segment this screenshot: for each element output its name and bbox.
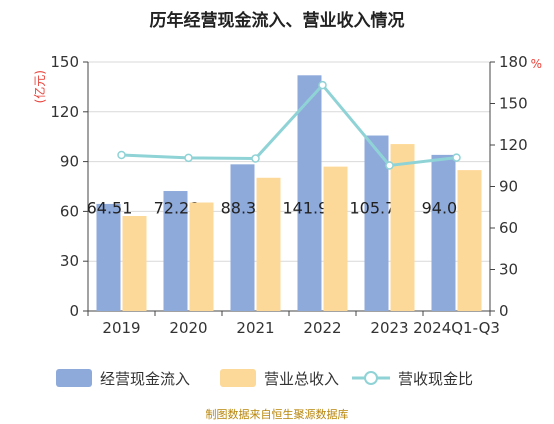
ratio-point	[117, 150, 126, 160]
bar-cash-inflow	[364, 135, 389, 311]
x-tick-label: 2023	[370, 319, 408, 337]
ratio-point	[385, 161, 394, 170]
legend-marker	[364, 371, 378, 385]
bar-cash-inflow	[163, 191, 188, 311]
bar-revenue-overlay	[189, 202, 214, 311]
legend-item: 营收现金比	[352, 370, 473, 388]
bar-cash-inflow	[96, 203, 121, 311]
legend-label: 营收现金比	[398, 370, 473, 388]
y-right-tick-label: 60	[499, 219, 518, 237]
bar-revenue-overlay	[390, 144, 415, 311]
legend-item: 经营现金流入	[56, 369, 190, 388]
bar-revenue-overlay	[256, 177, 281, 311]
y-right-tick-label: 150	[499, 95, 528, 113]
y-left-tick-label: 60	[60, 202, 79, 220]
data-label: 64.51	[87, 198, 133, 217]
source-note: 制图数据来自恒生聚源数据库	[205, 408, 349, 421]
legend-label: 营业总收入	[264, 370, 339, 388]
y-left-tick-label: 90	[60, 153, 79, 171]
legend-item: 营业总收入	[220, 369, 339, 388]
data-label: 94.05	[422, 198, 468, 217]
y-right-tick-label: 120	[499, 136, 528, 154]
y-right-tick-label: 180	[499, 53, 528, 71]
ratio-point	[452, 153, 461, 162]
chart-title: 历年经营现金流入、营业收入情况	[149, 11, 405, 31]
ratio-point	[318, 80, 327, 90]
bar-revenue-overlay	[122, 216, 147, 311]
y-right-tick-label: 90	[499, 178, 518, 196]
ratio-point	[251, 154, 260, 163]
y-left-unit: (亿元)	[32, 70, 47, 103]
bar-cash-inflow	[431, 154, 456, 311]
data-label: 88.36	[221, 198, 267, 217]
bar-cash-inflow	[230, 164, 255, 311]
x-tick-label: 2019	[102, 319, 140, 337]
legend-swatch	[220, 369, 256, 387]
legend-swatch	[56, 369, 92, 387]
data-label: 72.28	[154, 198, 200, 217]
bar-revenue-overlay	[457, 170, 482, 311]
x-tick-label: 2020	[169, 319, 207, 337]
y-left-tick-label: 30	[60, 252, 79, 270]
ratio-point	[184, 153, 193, 163]
legend-label: 经营现金流入	[100, 370, 190, 388]
x-tick-label: 2021	[236, 319, 274, 337]
y-left-tick-label: 0	[69, 302, 79, 320]
y-right-unit: %	[531, 57, 542, 71]
y-right-tick-label: 30	[499, 261, 518, 279]
bar-revenue-overlay	[323, 166, 348, 311]
y-left-tick-label: 120	[50, 103, 79, 121]
x-tick-label: 2022	[303, 319, 341, 337]
ratio-line	[121, 82, 457, 168]
y-right-tick-label: 0	[499, 302, 509, 320]
bar-cash-inflow	[297, 75, 322, 311]
y-left-tick-label: 150	[50, 53, 79, 71]
x-tick-label: 2024Q1-Q3	[413, 319, 500, 337]
